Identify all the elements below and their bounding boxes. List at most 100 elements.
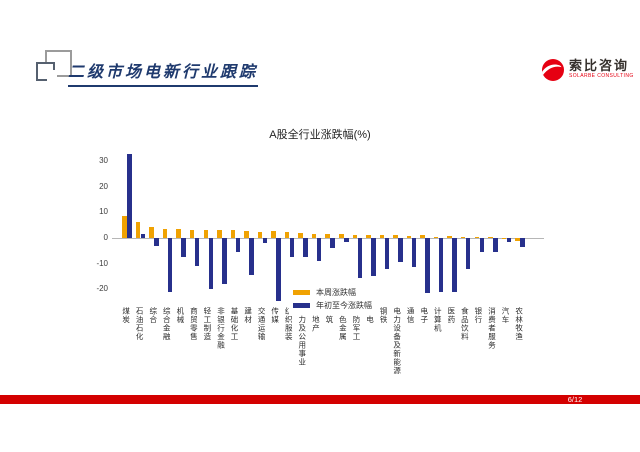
x-axis-label-石油石化: 石油石化 bbox=[135, 307, 145, 341]
x-axis-label-汽车: 汽车 bbox=[501, 307, 511, 324]
bar-ytd-国防军工 bbox=[357, 238, 363, 278]
x-axis-label-医药: 医药 bbox=[446, 307, 456, 324]
bar-ytd-钢铁 bbox=[384, 238, 390, 269]
bar-ytd-传媒 bbox=[276, 238, 281, 301]
bar-ytd-食品饮料 bbox=[465, 238, 471, 269]
x-axis-label-综合: 综合 bbox=[148, 307, 158, 324]
legend-swatch-ytd bbox=[293, 303, 310, 308]
logo: 索比咨询 SOLARBE CONSULTING bbox=[541, 58, 634, 82]
bar-week-交通运输 bbox=[257, 231, 263, 238]
slide-title: 二级市场电新行业跟踪 bbox=[68, 58, 259, 87]
bar-week-非银行金融 bbox=[217, 230, 222, 238]
x-axis-label-国防军工: 国防军工 bbox=[351, 307, 361, 341]
bar-week-电力及公用事业 bbox=[298, 233, 303, 238]
bar-week-医药 bbox=[447, 235, 452, 238]
x-axis-label-煤炭: 煤炭 bbox=[121, 307, 131, 324]
x-axis-label-有色金属: 有色金属 bbox=[338, 307, 348, 341]
x-axis-label-电子: 电子 bbox=[419, 307, 429, 324]
x-axis-label-家电: 家电 bbox=[365, 307, 375, 324]
x-axis-label-电力及公用事业: 电力及公用事业 bbox=[297, 307, 307, 367]
bar-week-煤炭 bbox=[122, 216, 127, 238]
x-axis-label-计算机: 计算机 bbox=[433, 307, 443, 333]
y-axis-tick-label: 0 bbox=[103, 233, 108, 242]
bar-ytd-电力设备及新能源 bbox=[398, 238, 403, 263]
x-axis-label-纺织服装: 纺织服装 bbox=[284, 307, 294, 341]
logo-text: 索比咨询 SOLARBE CONSULTING bbox=[569, 58, 634, 80]
bar-week-建筑 bbox=[325, 234, 330, 238]
bar-ytd-建材 bbox=[249, 238, 254, 276]
bar-week-综合金融 bbox=[162, 228, 168, 238]
x-axis-label-银行: 银行 bbox=[473, 307, 483, 324]
x-axis-label-电力设备及新能源: 电力设备及新能源 bbox=[392, 307, 402, 375]
x-axis-label-建筑: 建筑 bbox=[324, 307, 334, 324]
x-axis-label-钢铁: 钢铁 bbox=[379, 307, 389, 324]
legend-item-ytd: 年初至今涨跌幅 bbox=[293, 300, 372, 311]
x-axis-line bbox=[112, 238, 544, 239]
bar-ytd-电力及公用事业 bbox=[303, 238, 308, 258]
bar-ytd-消费者服务 bbox=[493, 238, 498, 253]
chart-legend: 本周涨跌幅 年初至今涨跌幅 bbox=[289, 283, 376, 315]
bar-week-家电 bbox=[366, 234, 371, 238]
bar-ytd-计算机 bbox=[438, 238, 444, 292]
solarbe-swoosh-icon bbox=[542, 59, 564, 81]
x-axis-label-通信: 通信 bbox=[406, 307, 416, 324]
bar-ytd-汽车 bbox=[506, 238, 512, 242]
bar-ytd-医药 bbox=[452, 238, 457, 292]
bar-ytd-建筑 bbox=[330, 238, 335, 249]
y-axis-tick-label: 20 bbox=[99, 181, 108, 191]
x-axis-label-商贸零售: 商贸零售 bbox=[189, 307, 199, 341]
bar-ytd-石油石化 bbox=[140, 234, 146, 238]
page-number: 6/12 bbox=[567, 395, 583, 404]
x-axis-label-食品饮料: 食品饮料 bbox=[460, 307, 470, 341]
bar-ytd-机械 bbox=[181, 238, 186, 258]
legend-label-ytd: 年初至今涨跌幅 bbox=[316, 301, 372, 310]
y-axis-tick-label: 30 bbox=[99, 156, 108, 166]
bar-week-计算机 bbox=[433, 236, 439, 238]
bar-ytd-非银行金融 bbox=[222, 238, 227, 285]
x-axis-label-基础化工: 基础化工 bbox=[230, 307, 240, 341]
x-axis-label-传媒: 传媒 bbox=[270, 307, 280, 324]
bar-week-食品饮料 bbox=[460, 236, 466, 238]
y-axis-tick-label: 10 bbox=[99, 207, 108, 217]
bar-week-汽车 bbox=[501, 238, 507, 240]
nested-squares-decoration-notch bbox=[47, 70, 57, 82]
x-axis-label-建材: 建材 bbox=[243, 307, 253, 324]
bar-ytd-通信 bbox=[411, 238, 417, 268]
bar-week-通信 bbox=[406, 235, 412, 238]
chart-title: A股全行业涨跌幅(%) bbox=[269, 129, 371, 141]
bar-ytd-综合金融 bbox=[167, 238, 173, 292]
bar-week-电力设备及新能源 bbox=[393, 235, 398, 238]
bar-week-电子 bbox=[420, 235, 425, 238]
bar-ytd-基础化工 bbox=[235, 238, 241, 253]
bar-ytd-综合 bbox=[154, 238, 159, 246]
legend-label-week: 本周涨跌幅 bbox=[316, 288, 356, 297]
bar-ytd-煤炭 bbox=[127, 153, 132, 238]
x-axis-label-非银行金融: 非银行金融 bbox=[216, 307, 226, 350]
footer-bar bbox=[0, 395, 640, 404]
x-axis-label-农林牧渔: 农林牧渔 bbox=[514, 307, 524, 341]
x-axis-label-轻工制造: 轻工制造 bbox=[202, 307, 212, 341]
x-axis-label-消费者服务: 消费者服务 bbox=[487, 307, 497, 350]
bar-ytd-轻工制造 bbox=[208, 238, 213, 290]
bar-ytd-商贸零售 bbox=[194, 238, 200, 267]
x-axis-label-交通运输: 交通运输 bbox=[257, 307, 267, 341]
bar-ytd-交通运输 bbox=[262, 238, 268, 244]
bar-week-纺织服装 bbox=[284, 232, 290, 238]
y-axis-tick-label: -10 bbox=[96, 258, 108, 268]
bar-week-房地产 bbox=[311, 233, 317, 238]
bar-ytd-房地产 bbox=[316, 238, 322, 262]
bar-ytd-电子 bbox=[425, 238, 430, 294]
bar-week-石油石化 bbox=[135, 221, 141, 238]
bar-week-综合 bbox=[149, 227, 154, 238]
x-axis-label-机械: 机械 bbox=[175, 307, 185, 324]
bar-week-建材 bbox=[244, 230, 249, 238]
bar-ytd-纺织服装 bbox=[289, 238, 295, 258]
bar-ytd-银行 bbox=[479, 238, 484, 253]
logo-name-en: SOLARBE CONSULTING bbox=[569, 73, 634, 79]
bar-week-有色金属 bbox=[339, 234, 344, 238]
y-axis-tick-label: -20 bbox=[96, 284, 108, 294]
bar-week-基础化工 bbox=[230, 230, 236, 238]
bar-ytd-有色金属 bbox=[344, 238, 349, 242]
x-axis-label-房地产: 房地产 bbox=[311, 307, 321, 333]
